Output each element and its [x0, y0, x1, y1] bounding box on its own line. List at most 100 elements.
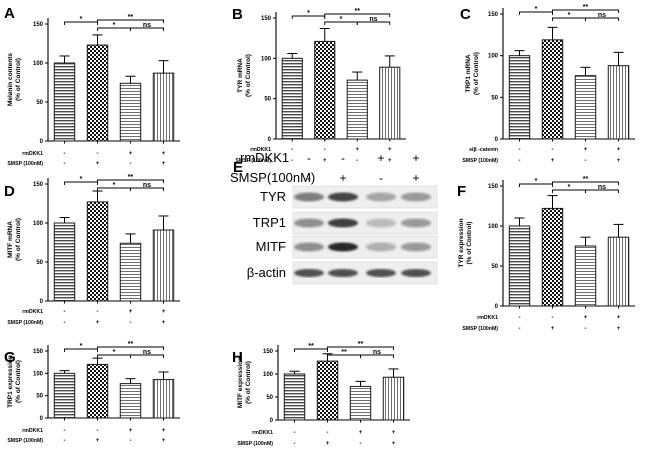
significance-label-C-1: * [568, 12, 571, 19]
significance-label-F-2: ** [583, 176, 589, 183]
row-sign-G-1-2: - [130, 438, 132, 444]
significance-label-G-0: * [80, 343, 83, 350]
bar-A-3 [152, 72, 175, 142]
blot-band-1-0 [294, 218, 324, 228]
significance-bracket-A-3 [130, 27, 164, 31]
panel-letter-C: C [460, 6, 471, 23]
blot-band-1-3 [401, 218, 431, 228]
blot-strip-1 [292, 211, 438, 235]
significance-label-C-0: * [535, 6, 538, 13]
blot-protein-label-1: TRP1 [253, 215, 286, 230]
y-axis-title-C-0: TRP1 mRNA [465, 54, 472, 93]
blot-sign-0-2: + [377, 151, 384, 165]
bar-B-3 [379, 66, 401, 140]
blot-band-2-3 [401, 242, 431, 252]
row-sign-B-0-2: + [355, 147, 359, 153]
significance-label-F-3: ns [598, 184, 606, 191]
significance-bracket-B-0 [291, 15, 326, 19]
row-sign-A-0-0: - [64, 151, 66, 157]
y-tick-label-D-1: 50 [36, 260, 43, 266]
row-label-G-1: SMSP (100nM) [7, 438, 43, 444]
blot-strip-0 [292, 185, 438, 209]
y-tick-label-F-1: 50 [491, 264, 498, 270]
y-tick-label-F-0: 0 [495, 304, 499, 310]
bar-G-2 [119, 383, 142, 419]
y-tick-label-A-3: 150 [33, 22, 44, 28]
significance-bracket-F-0 [519, 183, 553, 187]
significance-bracket-F-2 [552, 181, 619, 185]
bar-C-3 [607, 65, 630, 140]
bar-A-0 [53, 62, 76, 142]
y-axis-title-B-1: (% of Control) [245, 54, 252, 97]
row-sign-C-1-2: - [585, 158, 587, 164]
bar-B-2 [346, 79, 368, 140]
row-label-D-0: rmDKK1 [22, 309, 43, 315]
y-tick-label-B-3: 150 [261, 16, 272, 22]
blot-sign-0-1: - [341, 151, 345, 165]
row-sign-B-1-0: - [291, 158, 293, 164]
blot-band-0-2 [366, 192, 396, 202]
row-sign-C-0-0: - [519, 147, 521, 153]
significance-label-H-2: ** [358, 341, 364, 348]
significance-bracket-C-3 [585, 17, 619, 21]
blot-band-3-1 [328, 269, 358, 277]
y-tick-label-F-3: 150 [488, 184, 499, 190]
blot-protein-label-3: β-actin [247, 265, 286, 280]
row-sign-H-0-2: + [359, 430, 363, 436]
blot-band-2-2 [366, 242, 396, 252]
y-tick-label-C-2: 100 [488, 54, 499, 60]
bar-F-0 [508, 225, 531, 307]
significance-bracket-A-2 [97, 19, 164, 23]
row-sign-B-0-3: + [388, 147, 392, 153]
row-sign-F-0-1: - [552, 315, 554, 321]
row-sign-H-0-3: + [392, 430, 396, 436]
blot-sign-0-0: - [307, 151, 311, 165]
bar-H-2 [349, 385, 372, 421]
row-sign-G-0-0: - [64, 428, 66, 434]
significance-label-A-1: * [113, 22, 116, 29]
bar-C-1 [541, 39, 564, 140]
chart-panel-A: A Melanin contents (% of Control) 0 50 100 150… [4, 5, 180, 167]
row-sign-B-1-1: + [323, 158, 327, 164]
row-sign-G-1-3: + [162, 438, 166, 444]
y-tick-label-A-2: 100 [33, 61, 44, 67]
bar-F-1 [541, 207, 564, 307]
row-sign-F-1-0: - [519, 326, 521, 332]
western-blot-panel: E rmDKK1 SMSP(100nM) - - + + - + - + TYR TRP1 MIT… [230, 150, 438, 285]
row-sign-G-0-2: + [129, 428, 133, 434]
row-label-D-1: SMSP (100nM) [7, 320, 43, 326]
blot-sign-1-3: + [412, 171, 419, 185]
row-sign-G-1-1: + [96, 438, 100, 444]
bar-G-3 [152, 379, 175, 419]
blot-band-0-3 [401, 192, 431, 202]
blot-band-3-2 [366, 269, 396, 277]
significance-bracket-D-0 [64, 181, 98, 185]
row-sign-A-0-1: - [97, 151, 99, 157]
significance-bracket-G-3 [130, 354, 164, 358]
row-sign-D-0-0: - [64, 309, 66, 315]
row-sign-G-0-1: - [97, 428, 99, 434]
row-label-C-0: siβ -catenin [469, 147, 498, 153]
row-sign-H-1-1: + [326, 441, 330, 447]
significance-label-B-3: ns [369, 16, 377, 23]
significance-bracket-F-3 [585, 189, 619, 193]
bar-F-2 [574, 245, 597, 307]
panel-letter-E: E [233, 159, 243, 176]
significance-label-C-2: ** [583, 4, 589, 11]
bar-B-0 [281, 57, 303, 140]
row-sign-G-0-3: + [162, 428, 166, 434]
row-sign-C-1-0: - [519, 158, 521, 164]
y-tick-label-H-2: 100 [263, 372, 274, 378]
y-tick-label-G-1: 50 [36, 394, 43, 400]
significance-bracket-A-0 [64, 21, 98, 25]
y-tick-label-H-3: 150 [263, 349, 274, 355]
row-sign-B-1-3: + [388, 158, 392, 164]
y-axis-title-F-1: (% of Control) [466, 222, 473, 265]
panel-letter-G: G [4, 349, 16, 366]
y-axis-title-G-0: TRP1 expression [7, 355, 14, 408]
significance-bracket-D-2 [97, 179, 164, 183]
bar-A-2 [119, 82, 142, 142]
